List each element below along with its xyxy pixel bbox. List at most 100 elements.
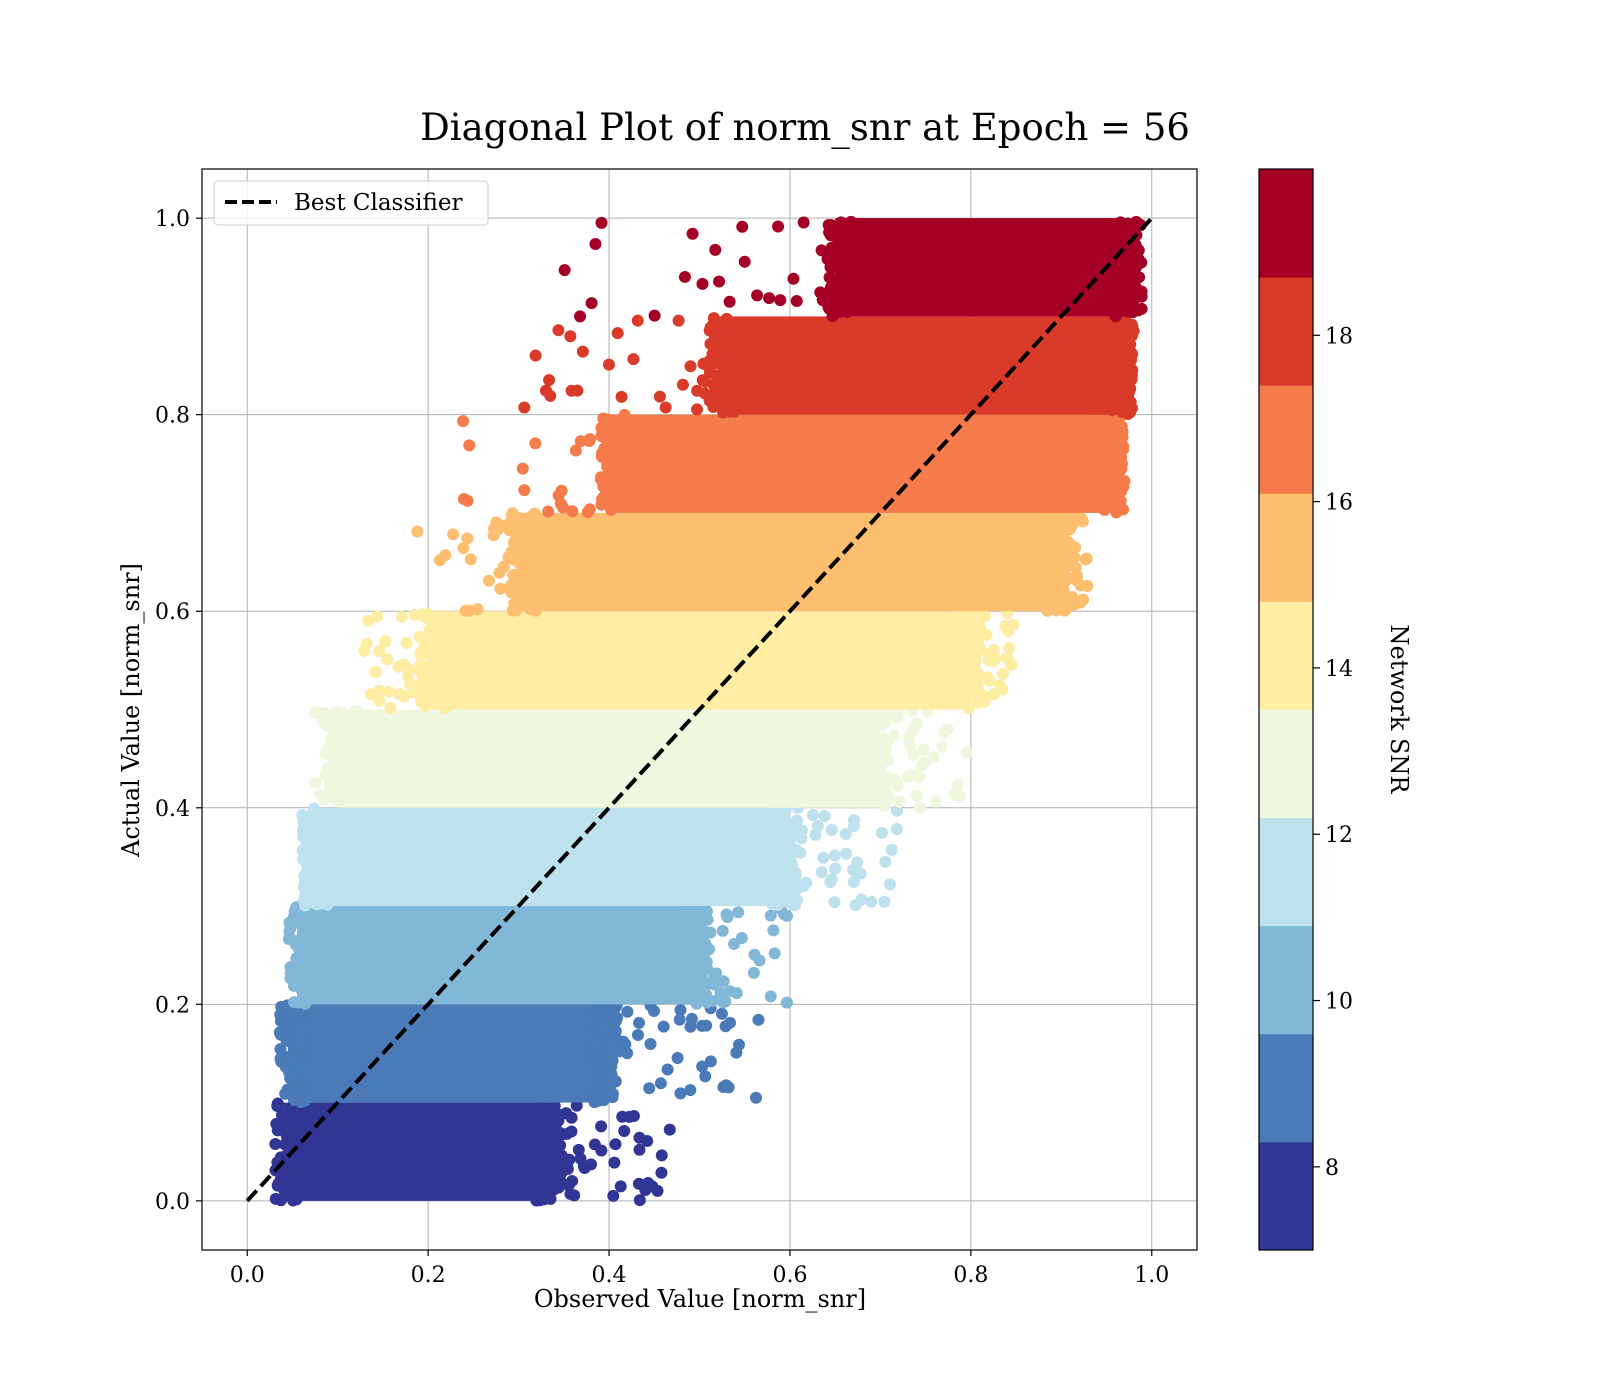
colorbar-segment bbox=[1259, 385, 1313, 494]
scatter-point bbox=[964, 677, 977, 690]
scatter-point bbox=[518, 401, 531, 414]
scatter-point bbox=[828, 253, 841, 266]
scatter-point bbox=[631, 1029, 644, 1042]
scatter-point bbox=[598, 451, 611, 464]
scatter-point bbox=[1125, 373, 1138, 386]
best-classifier-line bbox=[245, 216, 1154, 1203]
scatter-point bbox=[725, 332, 738, 345]
scatter-point bbox=[290, 952, 303, 965]
scatter-point bbox=[276, 1109, 289, 1122]
scatter-point bbox=[829, 291, 842, 304]
scatter-point bbox=[317, 793, 330, 806]
scatter-point bbox=[524, 596, 537, 609]
scatter-point bbox=[952, 617, 965, 630]
scatter-point bbox=[533, 1185, 546, 1198]
scatter-point bbox=[349, 740, 362, 753]
scatter-point bbox=[1093, 426, 1106, 439]
scatter-point bbox=[815, 244, 828, 257]
scatter-point bbox=[910, 789, 923, 802]
scatter-point bbox=[655, 1149, 668, 1162]
scatter-point bbox=[595, 216, 608, 229]
scatter-point bbox=[736, 220, 749, 233]
scatter-point bbox=[1118, 392, 1131, 405]
scatter-point bbox=[274, 1043, 287, 1056]
scatter-point bbox=[879, 855, 892, 868]
scatter-point bbox=[713, 275, 726, 288]
scatter-point bbox=[512, 519, 525, 532]
x-axis-label: Observed Value [norm_snr] bbox=[534, 1285, 866, 1313]
scatter-point bbox=[285, 1055, 298, 1068]
scatter-point bbox=[684, 360, 697, 373]
x-tick-label: 0.8 bbox=[953, 1263, 988, 1288]
scatter-point bbox=[1099, 413, 1112, 426]
scatter-point bbox=[698, 957, 711, 970]
scatter-point bbox=[303, 895, 316, 908]
colorbar-tick-label: 16 bbox=[1325, 491, 1353, 516]
scatter-point bbox=[529, 604, 542, 617]
scatter-point bbox=[704, 337, 717, 350]
scatter-point bbox=[283, 925, 296, 938]
scatter-point bbox=[1103, 396, 1116, 409]
legend-box bbox=[213, 180, 489, 226]
scatter-point bbox=[884, 878, 897, 891]
scatter-point bbox=[747, 966, 760, 979]
scatter-point bbox=[307, 908, 320, 921]
scatter-point bbox=[865, 721, 878, 734]
scatter-point bbox=[552, 1181, 565, 1194]
scatter-point bbox=[515, 579, 528, 592]
scatter-point bbox=[684, 1084, 697, 1097]
scatter-point bbox=[488, 522, 501, 535]
scatter-point bbox=[325, 761, 338, 774]
scatter-point bbox=[764, 990, 777, 1003]
scatter-point bbox=[596, 1050, 609, 1063]
scatter-point bbox=[1122, 332, 1135, 345]
scatter-point bbox=[978, 610, 991, 623]
scatter-point bbox=[617, 461, 630, 474]
scatter-point bbox=[373, 645, 386, 658]
scatter-point bbox=[542, 505, 555, 518]
scatter-point bbox=[382, 685, 395, 698]
scatter-point bbox=[651, 1184, 664, 1197]
scatter-point bbox=[1060, 595, 1073, 608]
scatter-point bbox=[653, 390, 666, 403]
scatter-point bbox=[716, 924, 729, 937]
scatter-point bbox=[314, 821, 327, 834]
scatter-point bbox=[598, 413, 611, 426]
scatter-point bbox=[917, 743, 930, 756]
scatter-point bbox=[521, 518, 534, 531]
scatter-band-core bbox=[296, 906, 700, 1005]
scatter-point bbox=[1122, 276, 1135, 289]
colorbar-segment bbox=[1259, 277, 1313, 386]
scatter-point bbox=[497, 560, 510, 573]
scatter-point bbox=[981, 671, 994, 684]
scatter-point bbox=[280, 1033, 293, 1046]
scatter-point bbox=[1103, 369, 1116, 382]
scatter-point bbox=[912, 770, 925, 783]
scatter-point bbox=[554, 1139, 567, 1152]
scatter-point bbox=[988, 688, 1001, 701]
scatter-point bbox=[809, 828, 822, 841]
scatter-point bbox=[828, 282, 841, 295]
scatter-point bbox=[518, 484, 531, 497]
scatter-point bbox=[1114, 452, 1127, 465]
scatter-point bbox=[501, 518, 514, 531]
colorbar-segment bbox=[1259, 925, 1313, 1035]
scatter-point bbox=[676, 378, 689, 391]
scatter-point bbox=[948, 788, 961, 801]
scatter-point bbox=[565, 1125, 578, 1138]
scatter-point bbox=[823, 271, 836, 284]
scatter-point bbox=[828, 849, 841, 862]
scatter-point bbox=[811, 819, 824, 832]
scatter-point bbox=[1135, 302, 1148, 315]
scatter-point bbox=[611, 327, 624, 340]
scatter-point bbox=[284, 961, 297, 974]
scatter-band-core bbox=[283, 1102, 555, 1201]
scatter-point bbox=[722, 344, 735, 357]
scatter-point bbox=[1117, 235, 1130, 248]
scatter-point bbox=[457, 415, 470, 428]
scatter-point bbox=[903, 732, 916, 745]
scatter-point bbox=[1101, 344, 1114, 357]
scatter-point bbox=[620, 424, 633, 437]
scatter-point bbox=[839, 300, 852, 313]
scatter-point bbox=[512, 536, 525, 549]
